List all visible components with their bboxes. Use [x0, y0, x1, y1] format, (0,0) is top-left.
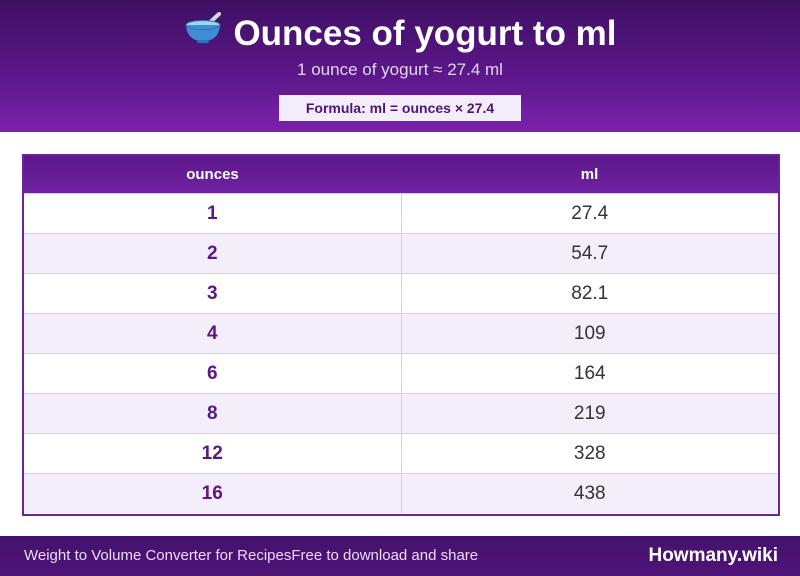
table-row: 12 328 — [24, 433, 778, 474]
table-row: 4 109 — [24, 313, 778, 354]
table-row: 16 438 — [24, 473, 778, 513]
footer: Weight to Volume Converter for RecipesFr… — [0, 536, 800, 576]
column-header-ounces: ounces — [24, 156, 401, 194]
table-row: 6 164 — [24, 353, 778, 394]
ounces-cell: 4 — [24, 313, 402, 354]
formula-badge: Formula: ml = ounces × 27.4 — [279, 95, 521, 121]
ml-cell: 438 — [401, 473, 778, 513]
footer-tagline: Weight to Volume Converter for RecipesFr… — [24, 547, 479, 564]
ounces-cell: 8 — [24, 393, 402, 434]
footer-brand-link[interactable]: Howmany.wiki — [648, 545, 778, 566]
table-row: 8 219 — [24, 393, 778, 434]
conversion-table-container: ounces ml 1 27.4 2 54.7 3 82.1 4 — [22, 154, 780, 516]
table-header-row: ounces ml — [24, 156, 778, 194]
ml-cell: 109 — [401, 313, 778, 354]
ounces-cell: 12 — [24, 433, 402, 474]
ml-cell: 328 — [401, 433, 778, 474]
ml-cell: 164 — [401, 353, 778, 394]
page-title: Ounces of yogurt to ml — [233, 14, 617, 53]
conversion-table: ounces ml 1 27.4 2 54.7 3 82.1 4 — [24, 156, 778, 513]
ounces-cell: 2 — [24, 233, 402, 274]
ounces-cell: 6 — [24, 353, 402, 394]
ml-cell: 27.4 — [401, 193, 778, 234]
page-subtitle: 1 ounce of yogurt ≈ 27.4 ml — [297, 60, 503, 79]
ounces-cell: 16 — [24, 473, 402, 513]
ounces-cell: 3 — [24, 273, 402, 314]
table-row: 2 54.7 — [24, 233, 778, 274]
table-row: 1 27.4 — [24, 193, 778, 234]
page-title-row: Ounces of yogurt to ml — [0, 12, 800, 56]
header: Ounces of yogurt to ml 1 ounce of yogurt… — [0, 0, 800, 132]
bowl-with-spoon-icon — [183, 12, 223, 53]
ml-cell: 54.7 — [401, 233, 778, 274]
ml-cell: 82.1 — [401, 273, 778, 314]
ml-cell: 219 — [401, 393, 778, 434]
table-row: 3 82.1 — [24, 273, 778, 314]
column-header-ml: ml — [401, 156, 778, 194]
ounces-cell: 1 — [24, 193, 402, 234]
